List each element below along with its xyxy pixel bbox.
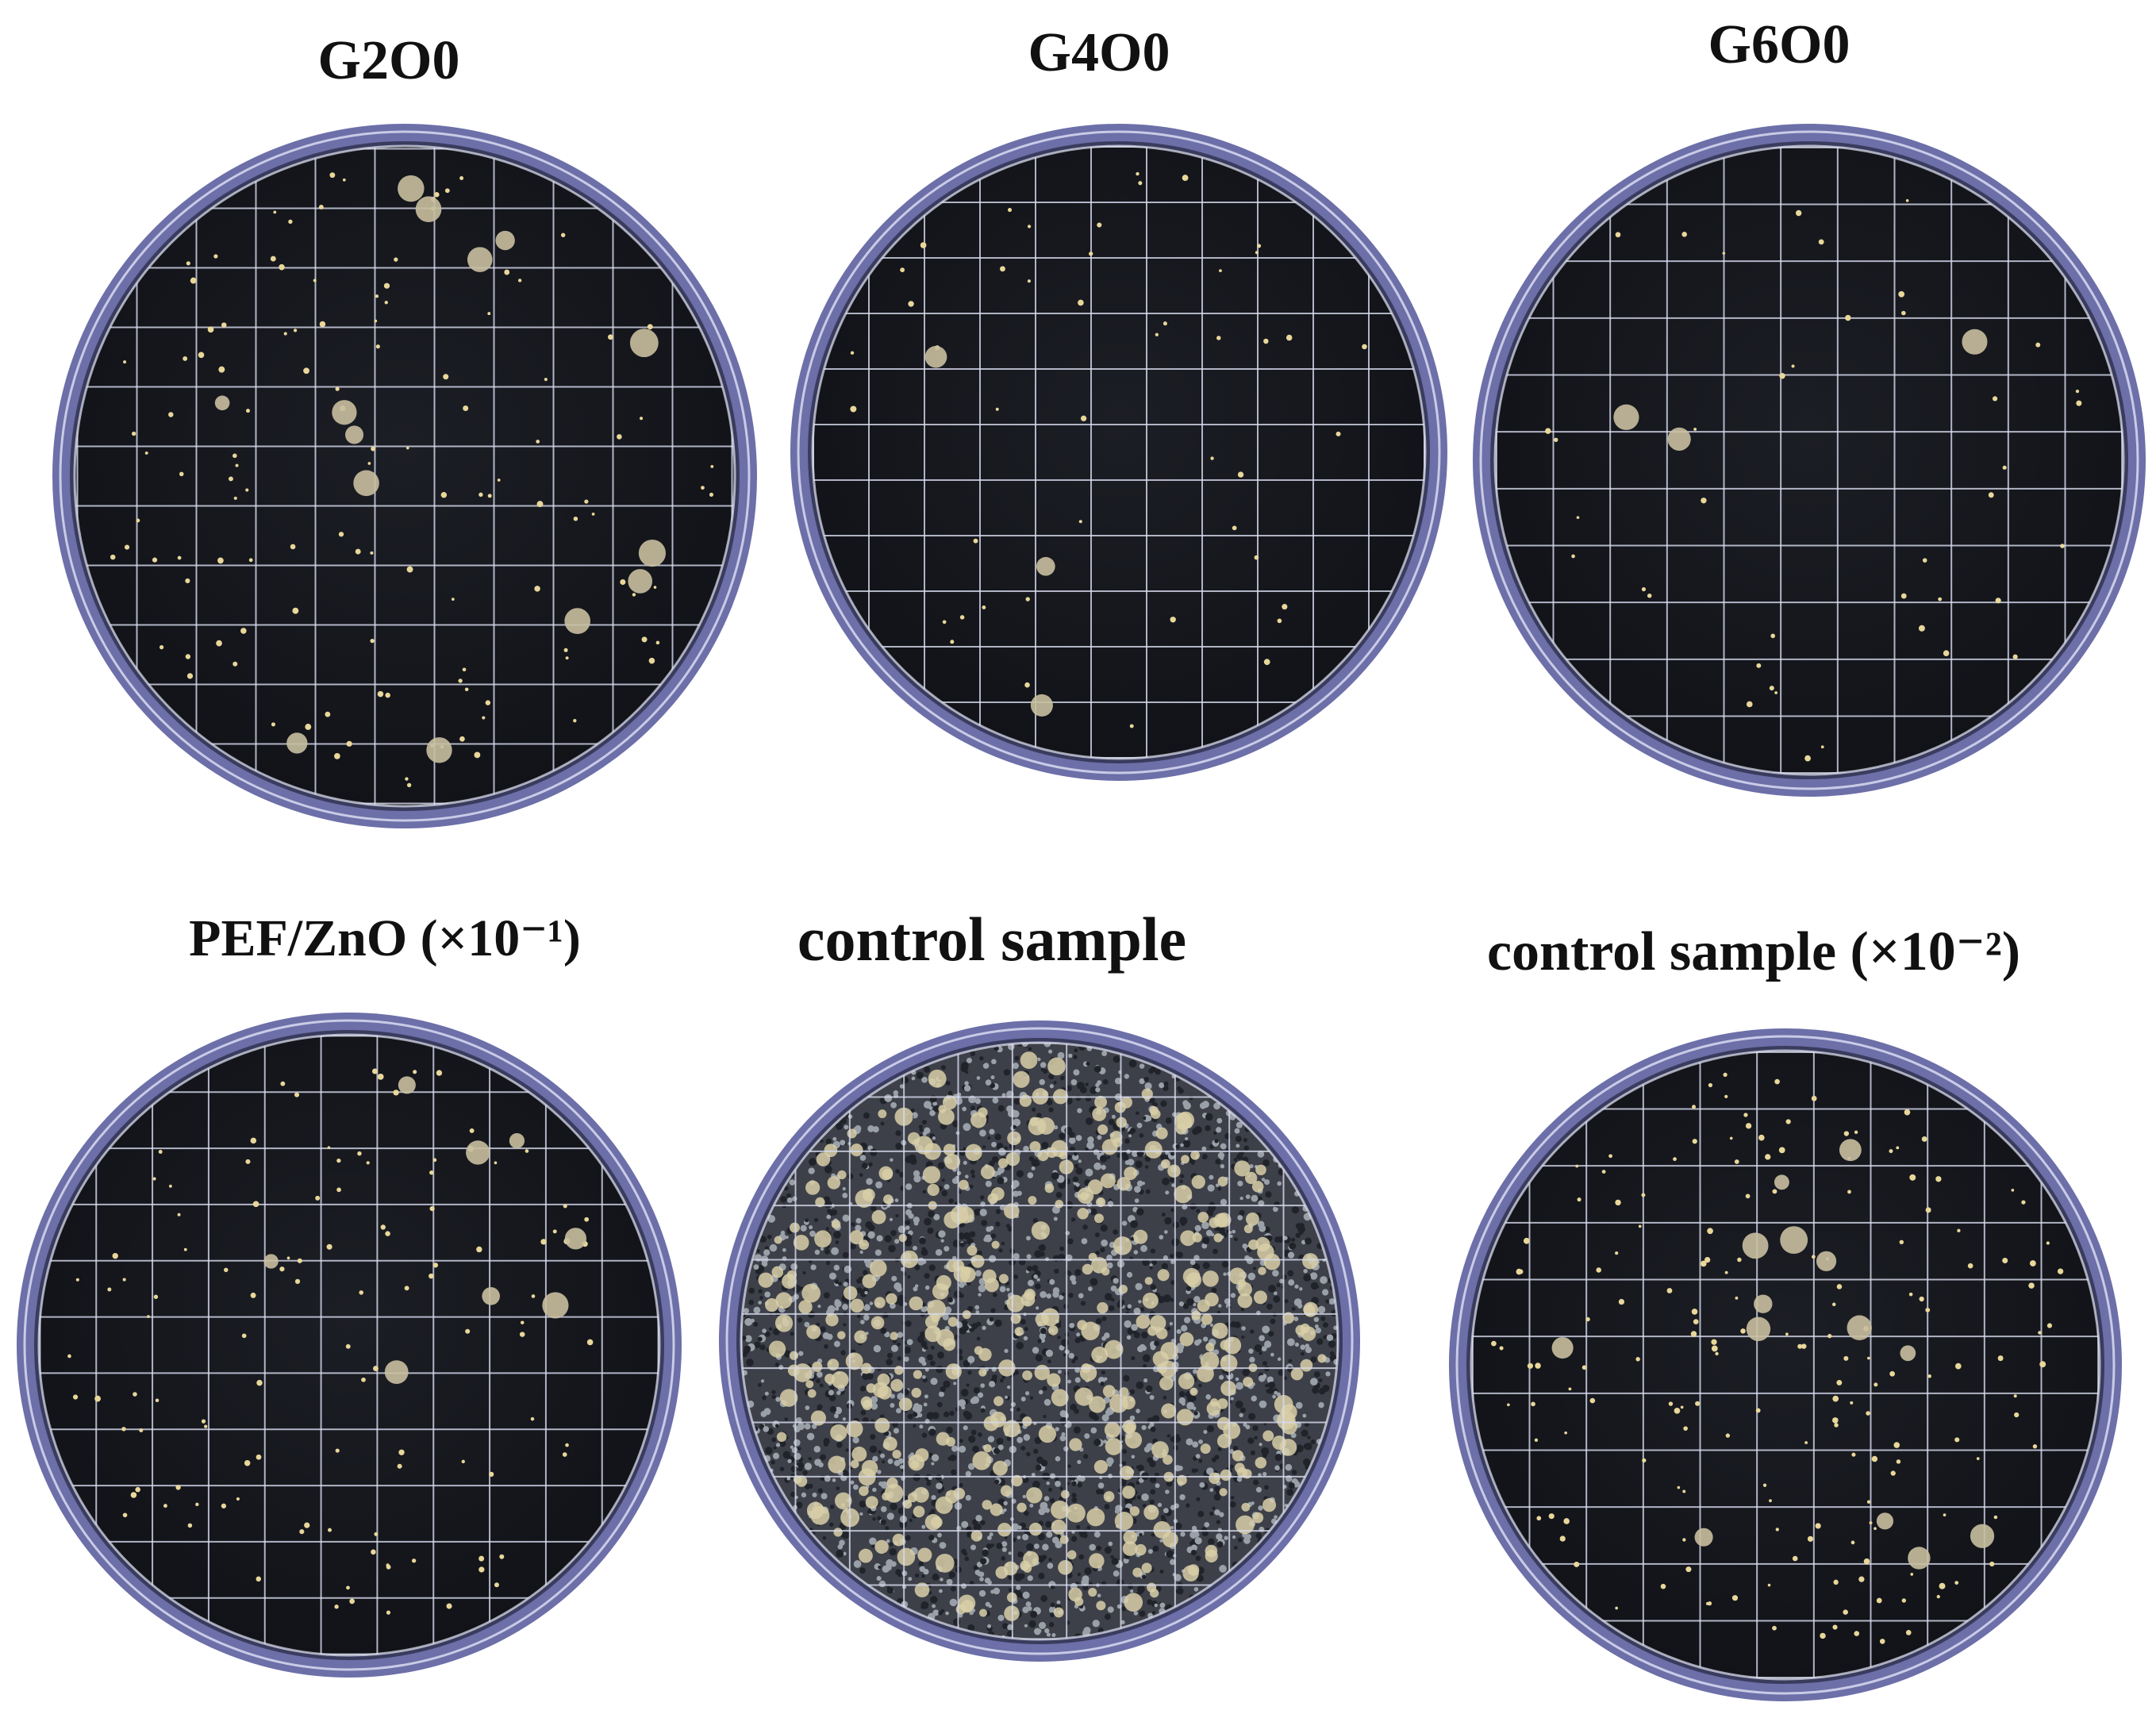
petri-dish-pef-zno [12,1008,686,1682]
petri-dish-control [714,1016,1365,1666]
petri-dish-g2o0 [48,119,762,833]
panel-label-g4o0: G4O0 [1028,22,1170,83]
panel-label-g2o0: G2O0 [317,30,460,91]
panel-label-control-x10-2: control sample (×10⁻²) [1486,921,2021,982]
petri-dish-g4o0 [786,119,1452,786]
panel-label-pef-zno: PEF/ZnO (×10⁻¹) [189,909,581,967]
petri-dish-g6o0 [1468,119,2150,801]
panel-label-control: control sample [797,905,1187,974]
petri-dish-control-x10-2 [1444,1024,2127,1706]
panel-label-g6o0: G6O0 [1708,14,1850,75]
